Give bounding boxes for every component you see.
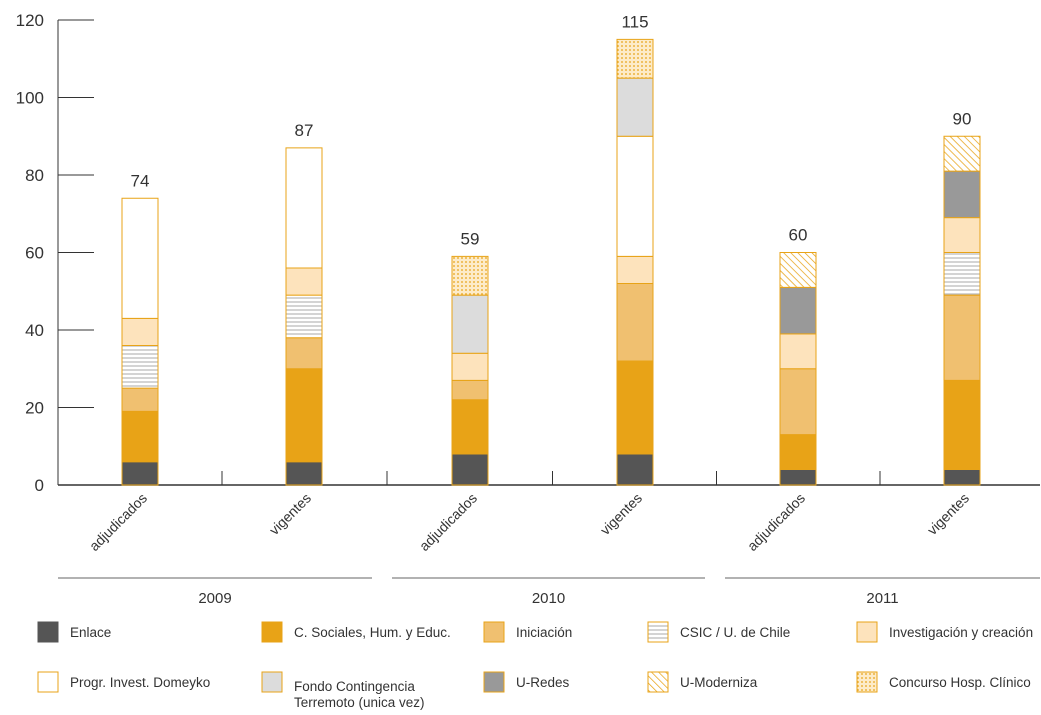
y-tick-label: 80 [25, 166, 44, 185]
bar-segment [451, 453, 489, 486]
group-label: 2010 [532, 590, 565, 607]
legend-swatch [647, 671, 669, 693]
x-tick-label: adjudicados [744, 490, 808, 554]
bar-segment [943, 379, 981, 470]
total-label: 59 [461, 229, 480, 248]
bar-segment [121, 345, 159, 389]
bar-segment [285, 294, 323, 339]
legend-swatch [856, 671, 878, 693]
legend-swatch [483, 671, 505, 693]
bar-segment [943, 135, 981, 172]
bar-segment [616, 283, 654, 362]
bar-segment [121, 197, 159, 319]
bar-segment [616, 453, 654, 486]
legend-swatch [37, 671, 59, 693]
total-label: 60 [789, 226, 808, 245]
legend-label: CSIC / U. de Chile [680, 625, 791, 640]
bar-segment [779, 469, 817, 486]
bar-segment [779, 368, 817, 436]
bar-segment [943, 170, 981, 219]
bar-segment [121, 317, 159, 346]
legend-label: U-Moderniza [680, 675, 758, 690]
bar-segment [616, 255, 654, 284]
bar-segment [943, 469, 981, 486]
bar-segment [451, 379, 489, 401]
bar-segment [779, 252, 817, 288]
y-tick-label: 120 [16, 11, 44, 30]
bar-segment [943, 252, 981, 296]
legend-swatch [856, 621, 878, 643]
legend-swatch [647, 621, 669, 643]
bar-segment [451, 255, 489, 296]
total-label: 90 [953, 109, 972, 128]
x-tick-label: vigentes [924, 490, 972, 538]
bar-segment [943, 294, 981, 381]
bar-segment [285, 267, 323, 296]
bar-segment [616, 38, 654, 79]
legend-swatch [37, 621, 59, 643]
legend-label: U-Redes [516, 675, 570, 690]
x-tick-label: vigentes [266, 490, 314, 538]
total-label: 74 [131, 171, 150, 190]
bar-segment [451, 352, 489, 381]
bar-segment [616, 77, 654, 137]
y-tick-label: 100 [16, 89, 44, 108]
bar-segment [451, 399, 489, 455]
legend-label: Fondo Contingencia Terremoto (unica vez) [294, 679, 425, 710]
y-tick-label: 20 [25, 399, 44, 418]
bar-segment [121, 410, 159, 463]
legend-label: Iniciación [516, 625, 573, 640]
y-tick-label: 40 [25, 321, 44, 340]
legend-label: Progr. Invest. Domeyko [70, 675, 211, 690]
bar-segment [616, 135, 654, 257]
bar-segment [285, 368, 323, 463]
legend-label: Concurso Hosp. Clínico [889, 675, 1031, 690]
bar-segment [943, 217, 981, 253]
bar-segment [285, 461, 323, 486]
bar-segment [121, 461, 159, 486]
bar-segment [285, 147, 323, 269]
x-tick-label: adjudicados [416, 490, 480, 554]
legend-swatch [261, 671, 283, 693]
bar-segment [779, 333, 817, 370]
x-tick-label: vigentes [597, 490, 645, 538]
y-tick-label: 60 [25, 244, 44, 263]
x-tick-label: adjudicados [86, 490, 150, 554]
legend-label: C. Sociales, Hum. y Educ. [294, 625, 451, 640]
y-tick-label: 0 [35, 476, 44, 495]
total-label: 87 [295, 121, 314, 140]
legend-label: Enlace [70, 625, 112, 640]
total-label: 115 [621, 12, 648, 31]
bar-segment [779, 434, 817, 470]
legend-swatch [483, 621, 505, 643]
bar-segment [616, 360, 654, 455]
group-label: 2009 [198, 590, 231, 607]
legend-swatch [261, 621, 283, 643]
group-label: 2011 [866, 590, 898, 607]
bar-segment [779, 286, 817, 335]
bar-segment [285, 337, 323, 370]
bar-segment [121, 387, 159, 412]
legend-label: Investigación y creación [889, 625, 1034, 640]
bar-segment [451, 294, 489, 354]
